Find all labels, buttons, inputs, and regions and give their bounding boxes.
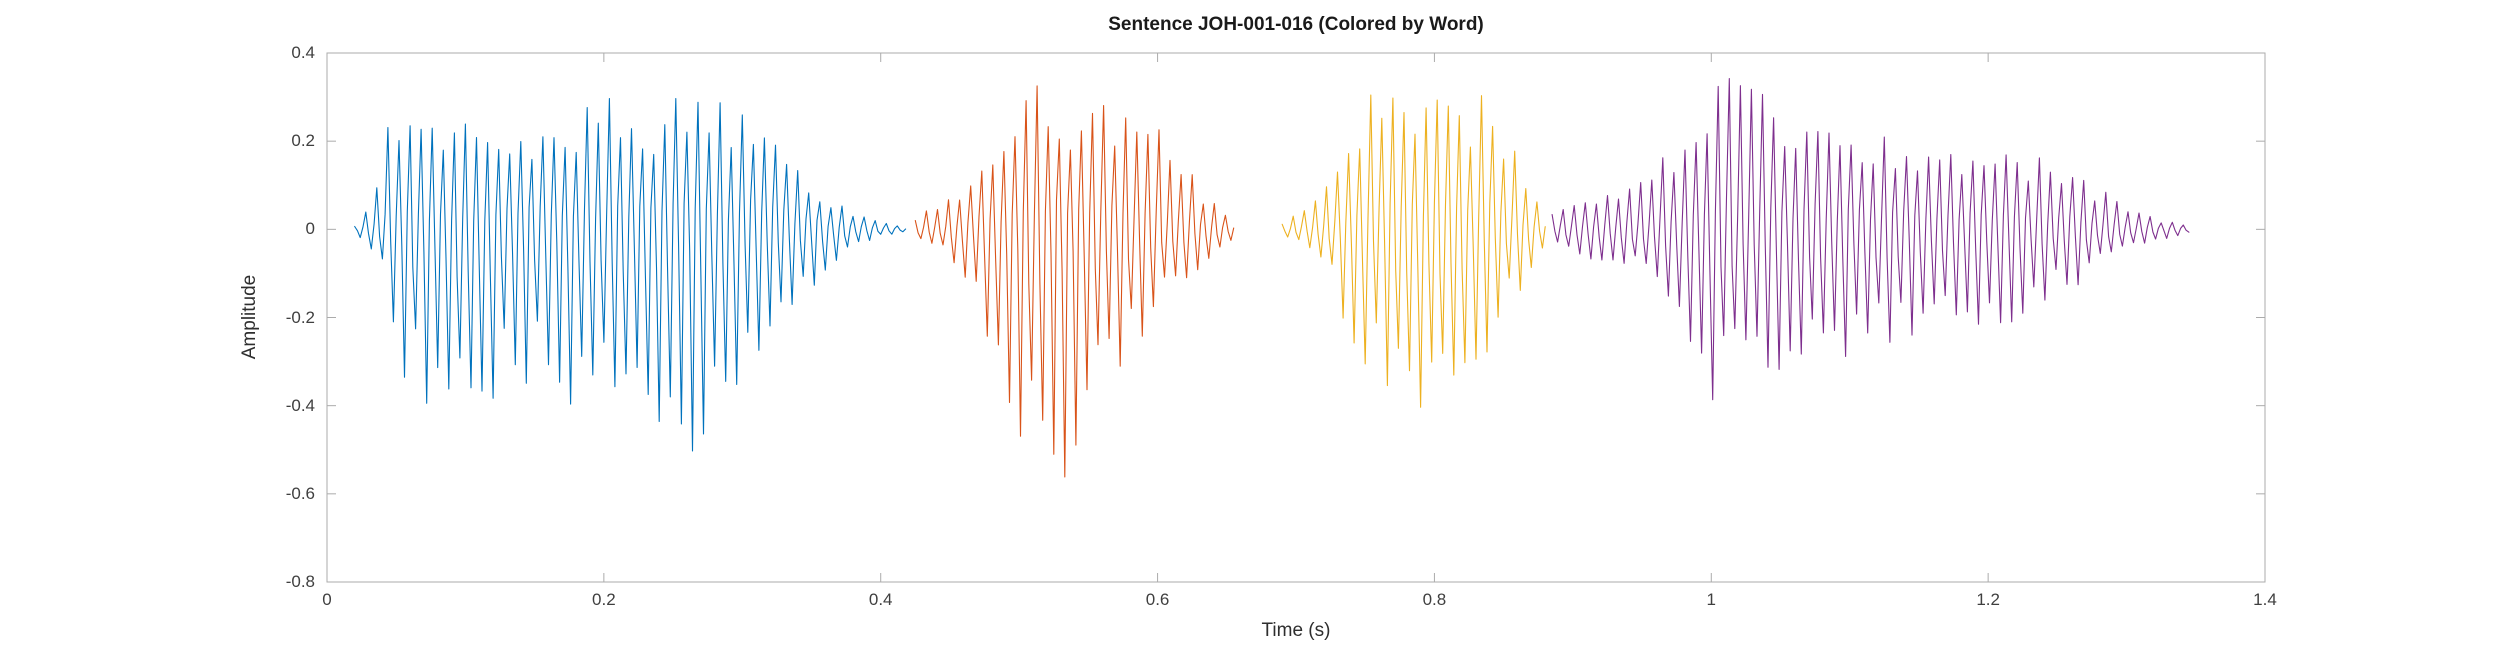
waveform-word-4 [1551,78,2190,401]
y-tick-label: -0.2 [285,307,315,327]
waveform-word-2 [914,85,1235,478]
y-tick-label: -0.6 [285,483,315,503]
chart-title: Sentence JOH-001-016 (Colored by Word) [1108,14,1484,35]
y-tick-label: -0.8 [285,572,315,591]
x-axis-label: Time (s) [1261,620,1331,641]
axes-box [326,52,2266,583]
x-tick-label: 0 [322,590,332,609]
axis-ticks [326,52,2266,583]
x-tick-label: 0.4 [868,590,893,609]
x-tick-label: 0.8 [1422,590,1447,609]
x-tick-label: 1.4 [2253,590,2277,609]
x-tick-label: 0.6 [1145,590,1170,609]
x-tick-label: 0.2 [592,590,616,609]
y-tick-label: 0.4 [291,43,315,62]
x-tick-label: 1 [1706,590,1717,609]
y-tick-label: 0.2 [291,131,315,151]
y-axis-label: Amplitude [239,274,260,360]
y-tick-label: -0.4 [285,395,315,415]
waveform-word-3 [1281,94,1546,408]
x-tick-label: 1.2 [1976,590,2000,609]
waveform-word-1 [354,98,907,452]
y-tick-label: 0 [305,219,315,239]
